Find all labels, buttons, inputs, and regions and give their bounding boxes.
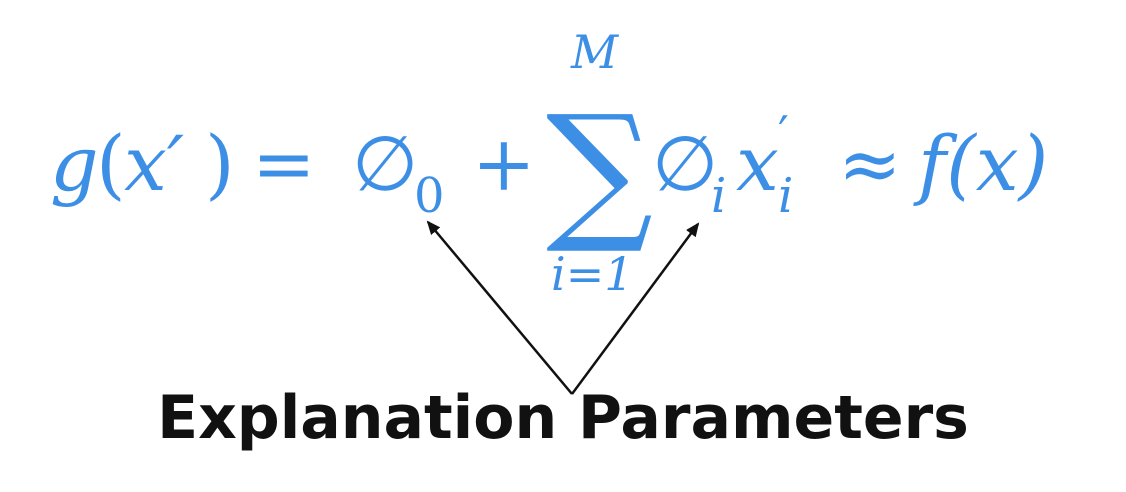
phi-zero-subscript: 0 [414,168,445,224]
x-i-subscript: i [778,168,793,224]
lhs-variable: x′ [124,119,184,208]
x-i-symbol: x [736,119,779,208]
sum-lower-limit: i=1 [551,247,634,301]
equals-sign: = [252,119,316,208]
plus-sign: + [472,119,536,208]
arrow-to-phi-zero [426,220,573,395]
phi-zero-symbol: ∅ [352,119,418,208]
phi-i-subscript: i [711,168,726,224]
phi-i-symbol: ∅ [652,119,718,208]
rhs-function: f(x) [913,119,1048,208]
arrow-to-phi-i [570,222,700,395]
lhs-open-paren: ( [96,119,126,208]
lhs-function-g: g [50,119,99,208]
summation-symbol: ∑ [546,84,653,258]
lhs-close-paren: ) [205,119,235,208]
x-i-prime: ′ [778,106,789,162]
approx-sign: ≈ [838,119,902,208]
explanation-parameters-label: Explanation Parameters [157,383,969,453]
sum-upper-limit: M [570,25,620,79]
